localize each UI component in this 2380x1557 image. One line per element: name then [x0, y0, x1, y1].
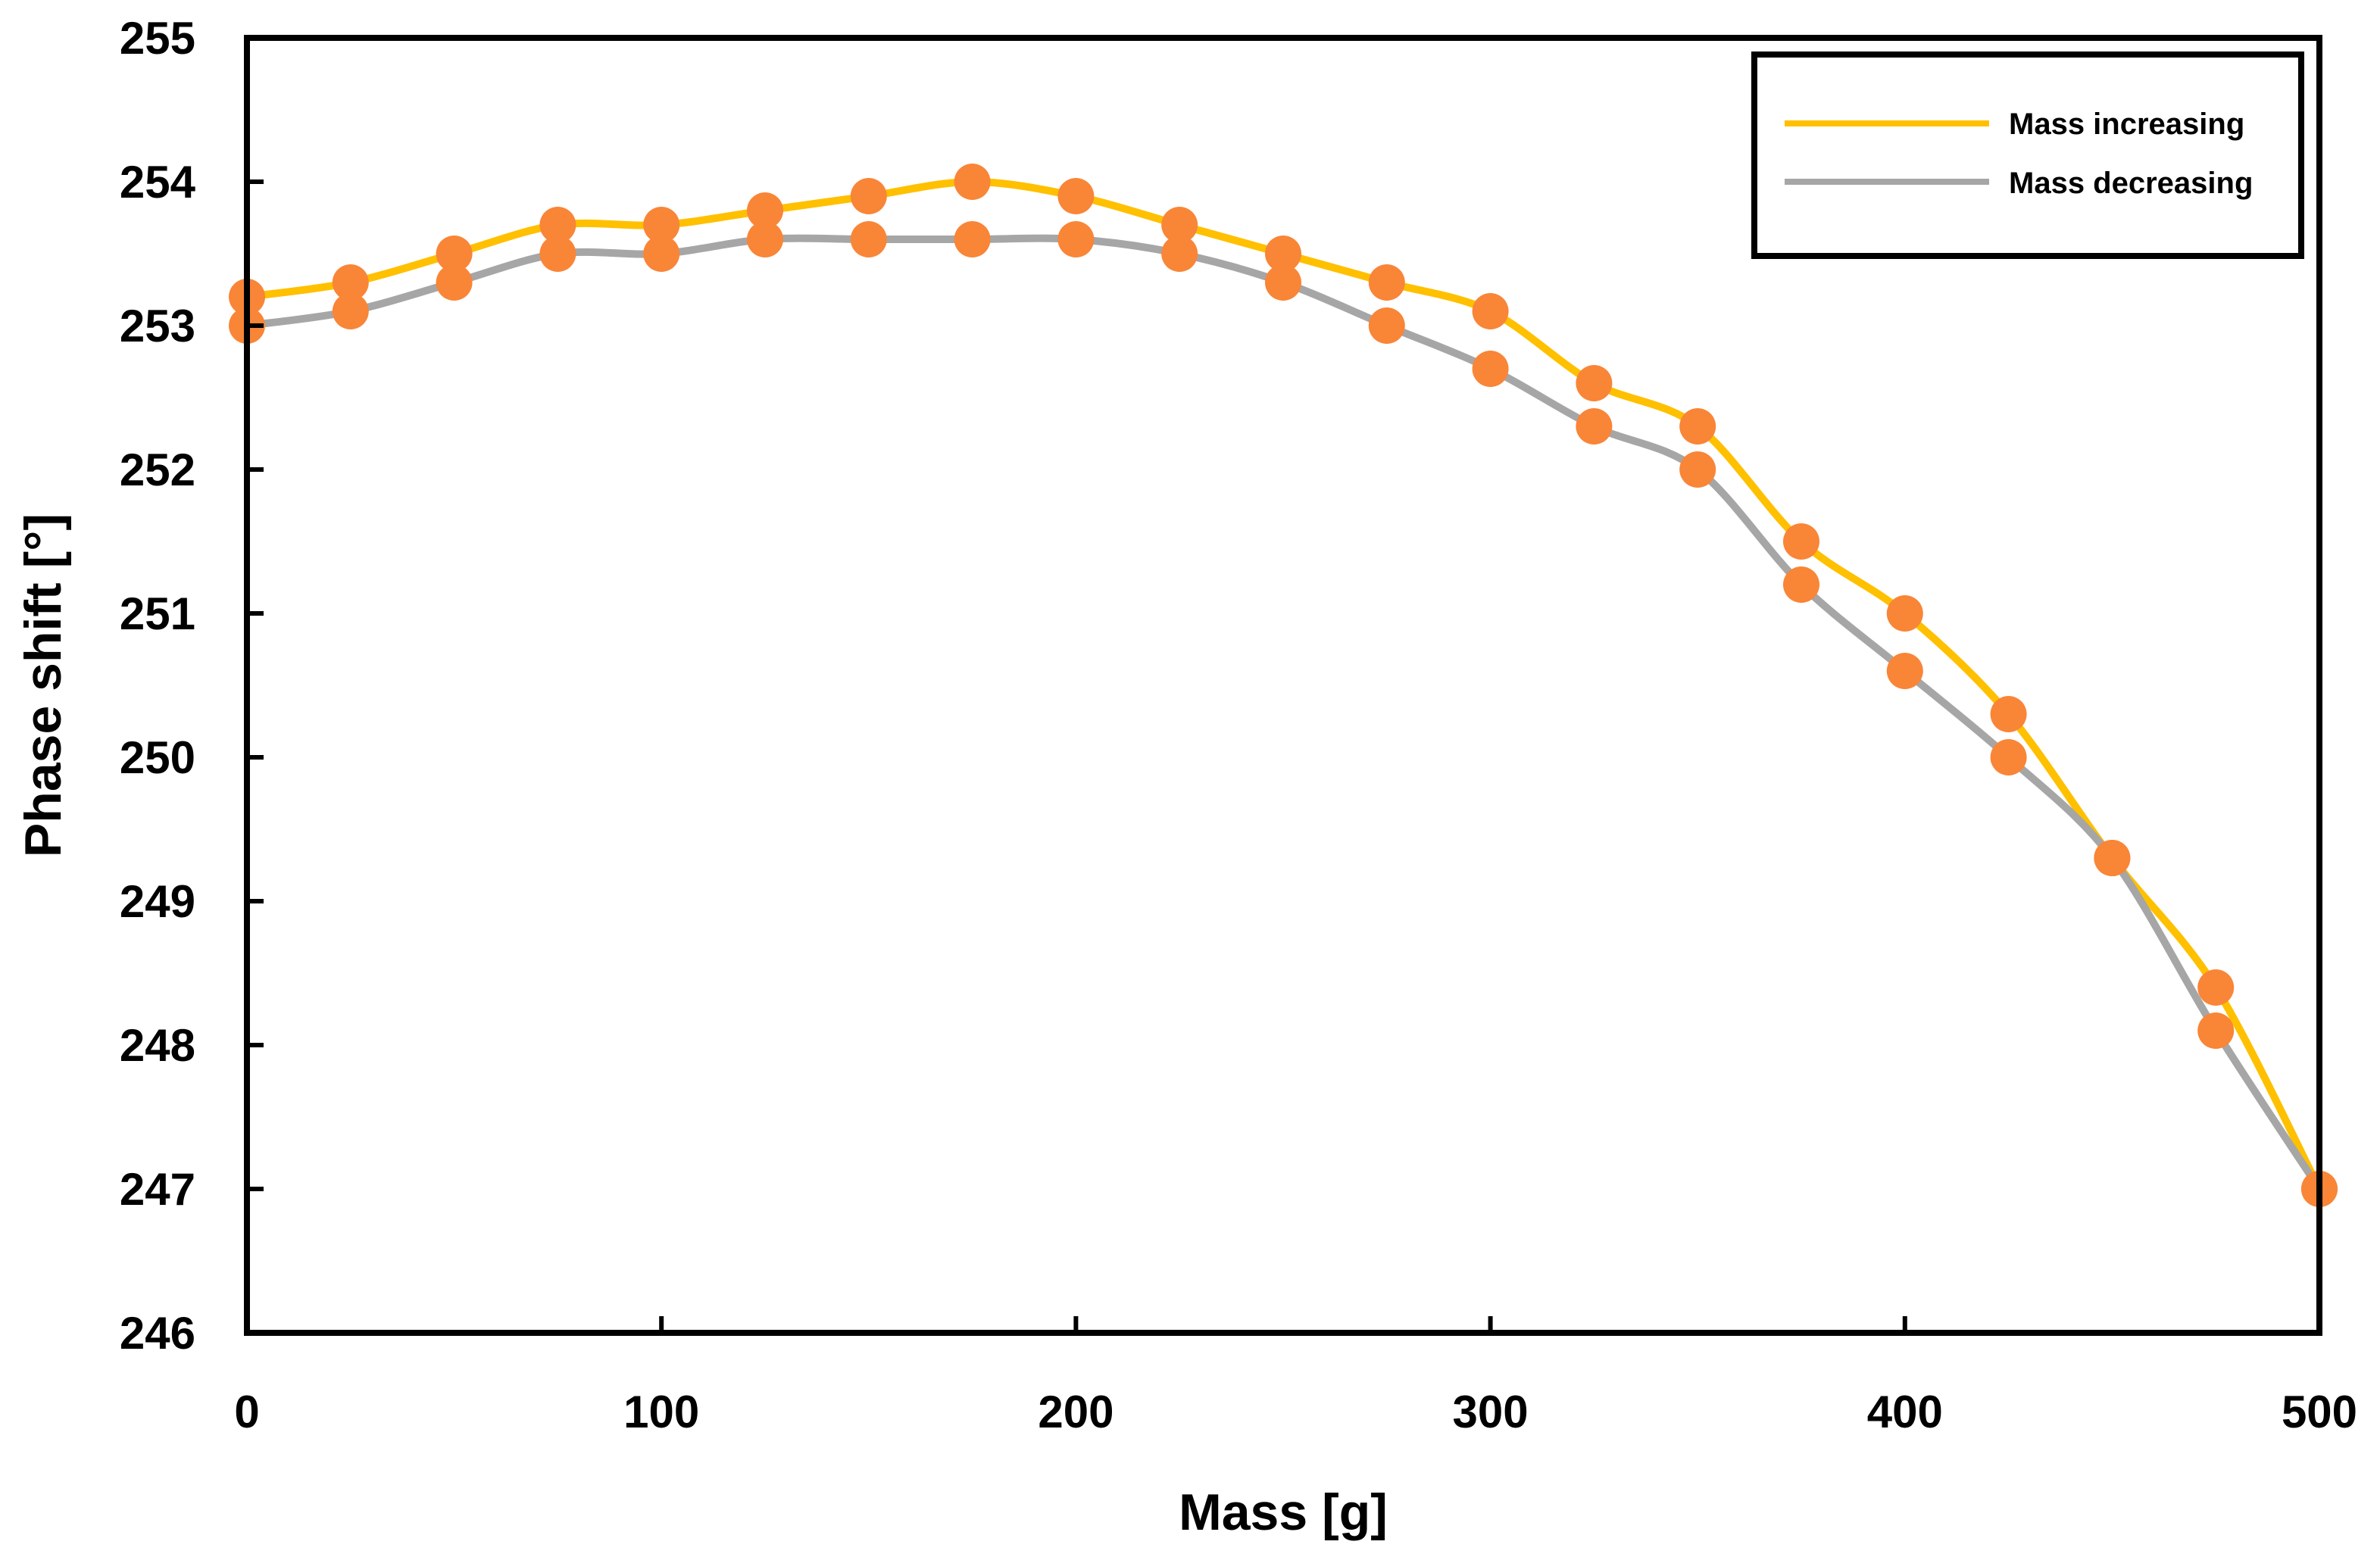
legend-label-mass-decreasing: Mass decreasing	[2009, 167, 2253, 200]
y-tick-label: 249	[120, 876, 195, 927]
data-point-mass-increasing	[954, 164, 991, 200]
data-point-mass-decreasing	[747, 221, 783, 257]
data-point-mass-decreasing	[1679, 451, 1716, 488]
x-tick-label: 500	[2282, 1387, 2357, 1437]
legend: Mass increasing Mass decreasing	[1751, 51, 2304, 259]
data-point-mass-decreasing	[2197, 1013, 2235, 1049]
x-axis-title: Mass [g]	[1179, 1484, 1388, 1541]
y-tick-label: 246	[120, 1308, 195, 1359]
x-tick-label: 300	[1453, 1387, 1529, 1437]
y-axis-title: Phase shift [°]	[14, 513, 72, 857]
data-point-mass-increasing	[1576, 365, 1613, 401]
y-tick-label: 252	[120, 445, 195, 495]
data-point-mass-decreasing	[1161, 236, 1198, 272]
data-point-mass-increasing	[539, 207, 576, 243]
data-point-mass-increasing	[332, 264, 369, 301]
data-point-mass-decreasing	[643, 236, 680, 272]
data-point-mass-increasing	[1679, 408, 1716, 445]
data-point-mass-decreasing	[1990, 739, 2027, 775]
data-point-mass-decreasing	[1265, 264, 1301, 301]
data-point-mass-increasing	[1783, 523, 1819, 560]
y-tick-label: 255	[120, 13, 195, 64]
data-point-mass-decreasing	[850, 221, 887, 257]
data-point-mass-increasing	[1990, 696, 2027, 732]
data-point-mass-increasing	[1161, 207, 1198, 243]
data-point-mass-decreasing	[954, 221, 991, 257]
y-tick-label: 254	[120, 157, 196, 207]
data-point-mass-decreasing	[1783, 566, 1819, 603]
data-point-mass-decreasing	[1368, 307, 1405, 344]
data-point-mass-decreasing	[436, 264, 473, 301]
y-tick-label: 247	[120, 1164, 195, 1215]
plot-area-frame	[244, 35, 2322, 1336]
data-point-mass-increasing	[643, 207, 680, 243]
y-tick-label: 250	[120, 732, 195, 783]
data-point-mass-decreasing	[1576, 408, 1613, 445]
legend-frame	[1751, 51, 2304, 259]
y-tick-label: 251	[120, 588, 195, 639]
x-tick-label: 400	[1867, 1387, 1943, 1437]
data-point-mass-increasing	[1368, 264, 1405, 301]
data-point-mass-decreasing	[539, 236, 576, 272]
x-tick-label: 100	[623, 1387, 699, 1437]
data-point-mass-increasing	[747, 192, 783, 229]
legend-label-mass-increasing: Mass increasing	[2009, 108, 2244, 141]
data-point-mass-decreasing	[1472, 351, 1509, 387]
x-axis-ticks: 0 100 200 300 400 500	[234, 1316, 2357, 1437]
data-point-mass-increasing	[1886, 595, 1923, 632]
y-tick-label: 253	[120, 301, 195, 351]
data-point-mass-increasing	[1472, 293, 1509, 329]
data-point-mass-decreasing	[2094, 840, 2131, 876]
x-tick-label: 0	[234, 1387, 259, 1437]
y-tick-label: 248	[120, 1020, 195, 1071]
x-tick-label: 200	[1038, 1387, 1113, 1437]
series-line-mass-increasing	[243, 178, 2323, 1193]
data-point-mass-increasing	[1265, 236, 1301, 272]
data-point-mass-increasing	[850, 178, 887, 214]
data-point-mass-increasing	[2197, 969, 2235, 1006]
data-point-mass-increasing	[436, 236, 473, 272]
data-point-mass-decreasing	[332, 293, 369, 329]
data-point-mass-decreasing	[1057, 221, 1095, 257]
data-point-mass-increasing	[1057, 178, 1095, 214]
y-axis-ticks: 246 247 248 249 250 251 252 253 254 255	[120, 13, 264, 1359]
data-point-mass-decreasing	[1886, 653, 1923, 689]
